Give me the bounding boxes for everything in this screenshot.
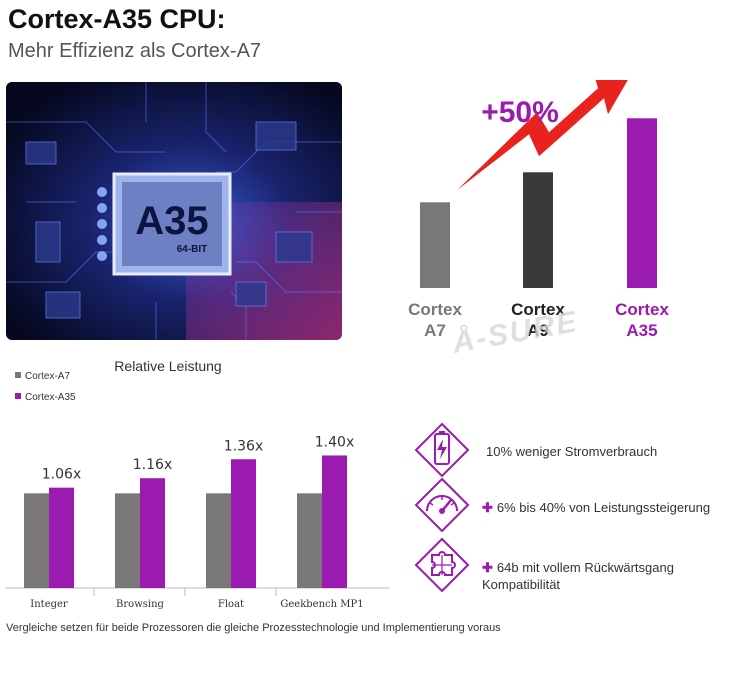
bar-cortex-a35-geekbench-mp1 xyxy=(322,455,347,588)
feature-compatibility: ✚ 64b mit vollem Rückwärtsgang Kompatibil… xyxy=(412,535,730,595)
legend-swatch xyxy=(15,393,21,399)
feature-text: ✚ 64b mit vollem Rückwärtsgang Kompatibil… xyxy=(482,560,674,592)
footnote: Vergleiche setzen für beide Prozessoren … xyxy=(6,622,501,634)
page-title: Cortex-A35 CPU: xyxy=(8,4,226,34)
data-label: 1.36x xyxy=(224,438,263,454)
bar-cortex-a7 xyxy=(420,202,450,288)
feature-power: 10% weniger Stromverbrauch xyxy=(412,420,730,480)
bar-cortex-a7-geekbench-mp1 xyxy=(297,493,322,588)
chip-sublabel: 64-BIT xyxy=(177,244,208,255)
category-label: Cortex xyxy=(408,300,462,319)
feature-performance: ✚ 6% bis 40% von Leistungssteigerung xyxy=(412,475,730,535)
bar-cortex-a35-browsing xyxy=(140,478,165,588)
chart-title: Relative Leistung xyxy=(114,358,221,374)
legend-swatch xyxy=(15,372,21,378)
category-label: Cortex xyxy=(511,300,565,319)
bar-cortex-a35 xyxy=(627,118,657,289)
relative-performance-chart: Relative Leistung Cortex-A7 Cortex-A35 1.06… xyxy=(0,350,400,620)
chip-illustration: A35 64-BIT xyxy=(6,82,342,340)
feature-text: 10% weniger Stromverbrauch xyxy=(486,444,658,459)
bar-cortex-a7-integer xyxy=(24,493,49,588)
cortex-comparison-chart: Cortex A7 Cortex A9 Cortex A35 +50% xyxy=(380,74,720,355)
bar-cortex-a35-float xyxy=(231,459,256,588)
page-subtitle: Mehr Effizienz als Cortex-A7 xyxy=(8,40,262,62)
legend-entry: Cortex-A7 xyxy=(25,371,70,382)
category-label: A35 xyxy=(626,321,657,340)
battery-icon xyxy=(412,420,472,480)
category-label: Geekbench MP1 xyxy=(280,599,363,610)
bar-cortex-a7-browsing xyxy=(115,493,140,588)
annotation-label: +50% xyxy=(481,96,559,129)
puzzle-icon xyxy=(412,535,472,595)
category-label: Browsing xyxy=(116,599,164,610)
category-label: Cortex xyxy=(615,300,669,319)
speedometer-icon xyxy=(412,475,472,535)
bar-cortex-a35-integer xyxy=(49,487,74,588)
category-label: Integer xyxy=(30,599,68,610)
category-label: A7 xyxy=(424,321,446,340)
data-label: 1.16x xyxy=(133,457,172,473)
bar-cortex-a9 xyxy=(523,172,553,288)
bar-cortex-a7-float xyxy=(206,493,231,588)
feature-text: ✚ 6% bis 40% von Leistungssteigerung xyxy=(482,500,711,515)
growth-arrow xyxy=(457,74,630,191)
data-label: 1.06x xyxy=(42,467,81,483)
category-label: A9 xyxy=(527,321,549,340)
category-label: Float xyxy=(218,599,244,610)
chip-label: A35 xyxy=(135,199,208,243)
legend-entry: Cortex-A35 xyxy=(25,392,76,403)
data-label: 1.40x xyxy=(315,434,354,450)
